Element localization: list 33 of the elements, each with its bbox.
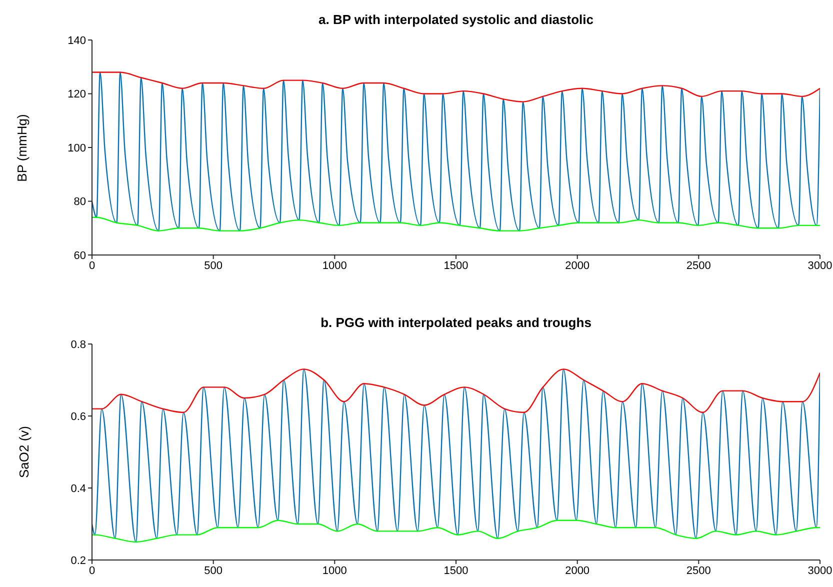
- y-axis-title: SaO2 (v): [16, 426, 32, 478]
- chart-title: a. BP with interpolated systolic and diastolic: [318, 12, 594, 27]
- y-tick-label: 140: [68, 34, 86, 47]
- x-tick-label: 0: [88, 260, 96, 272]
- y-tick-label: 100: [68, 142, 86, 154]
- x-tick-label: 2000: [565, 564, 590, 577]
- x-tick-label: 3000: [808, 564, 832, 577]
- line-series: [92, 216, 820, 232]
- x-tick-label: 3000: [808, 260, 832, 272]
- x-tick-label: 2500: [686, 260, 711, 272]
- y-tick-label: 80: [74, 196, 86, 208]
- y-tick-label: 60: [74, 250, 86, 262]
- x-tick-label: 500: [204, 564, 223, 577]
- x-tick-label: 0: [88, 564, 96, 577]
- y-tick-label: 0.2: [70, 554, 86, 567]
- line-series: [92, 368, 820, 413]
- y-axis-title: BP (mmHg): [14, 114, 30, 182]
- x-tick-label: 1500: [444, 260, 468, 272]
- x-tick-label: 2000: [565, 260, 590, 272]
- y-tick-label: 0.8: [70, 338, 86, 351]
- y-tick-label: 0.6: [70, 410, 86, 423]
- y-tick-label: 120: [68, 88, 86, 101]
- x-tick-label: 1500: [444, 564, 468, 577]
- line-series: [92, 368, 820, 543]
- x-tick-label: 1000: [322, 564, 347, 577]
- x-tick-label: 1000: [322, 260, 347, 272]
- chart-title: b. PGG with interpolated peaks and troughs: [320, 315, 592, 330]
- line-series: [92, 72, 820, 232]
- line-series: [92, 72, 820, 102]
- x-tick-label: 2500: [686, 564, 711, 577]
- x-tick-label: 500: [204, 260, 223, 272]
- y-tick-label: 0.4: [70, 482, 86, 495]
- line-series: [92, 520, 820, 543]
